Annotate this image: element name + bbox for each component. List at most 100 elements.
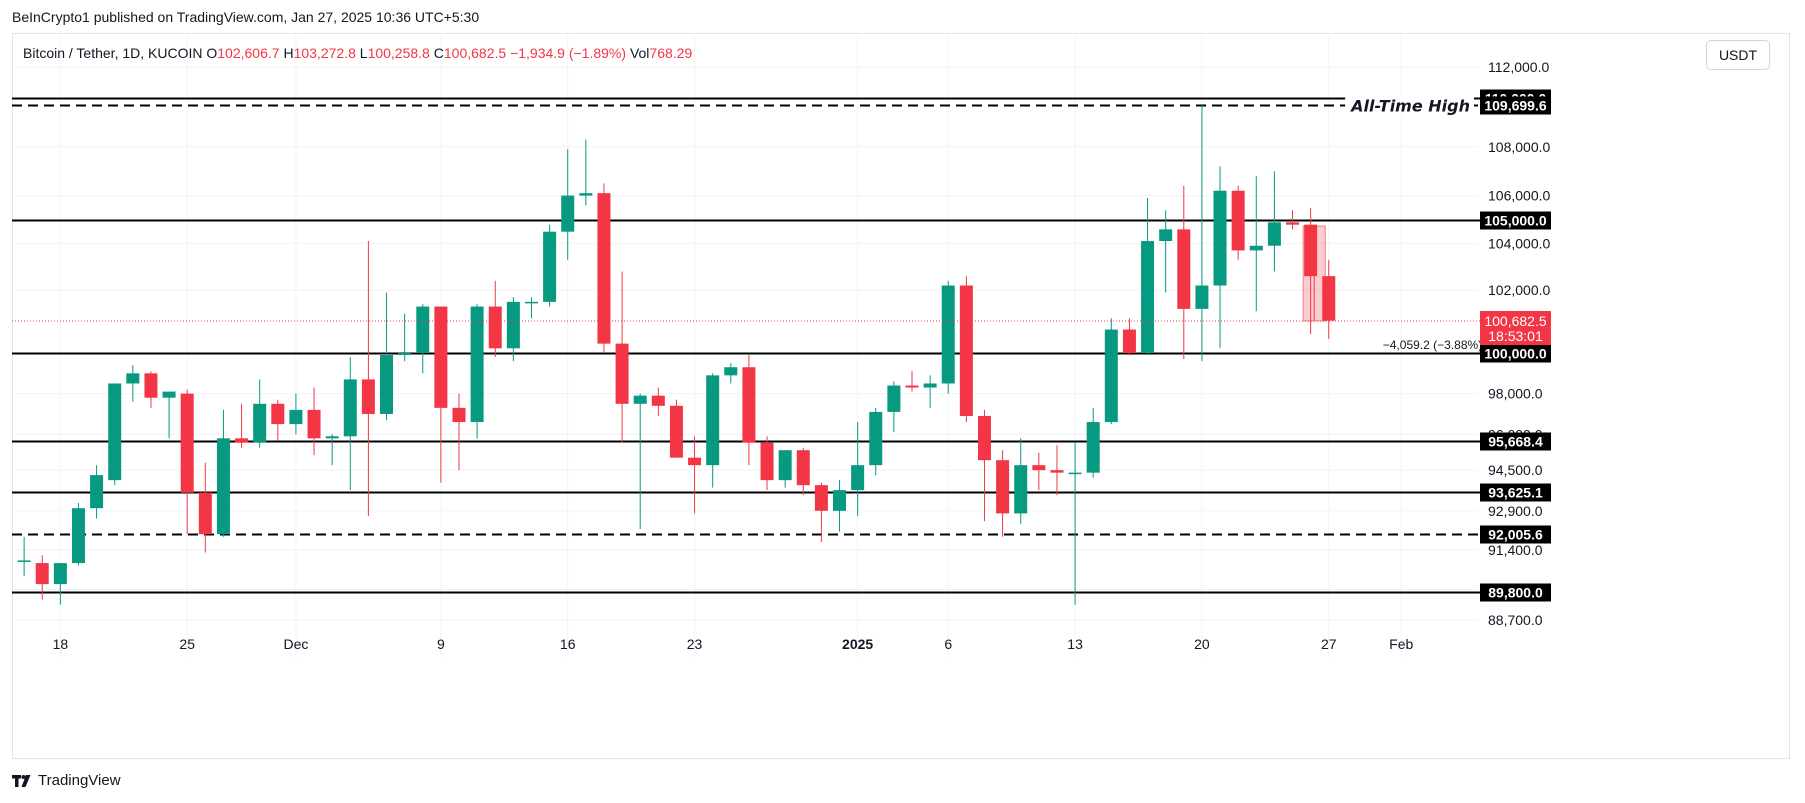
candle-body (235, 438, 249, 443)
candle (180, 389, 194, 535)
candle (1195, 105, 1209, 362)
candle-body (126, 373, 140, 384)
candle (1014, 438, 1028, 524)
candle (524, 297, 538, 319)
candle-body (814, 485, 828, 511)
candle-body (1086, 422, 1100, 473)
candle (35, 555, 49, 600)
candle (1141, 198, 1155, 356)
candle-body (724, 367, 738, 376)
candle-body (488, 306, 502, 349)
candle-body (941, 285, 955, 384)
candle-body (1068, 472, 1082, 475)
date-tick-label: 9 (437, 636, 445, 652)
date-tick-label: 16 (560, 636, 576, 652)
candle (1122, 318, 1136, 356)
candle-body (615, 343, 629, 404)
time-axis[interactable]: 18 25 Dec 9 16 23 2025 6 13 20 27 Feb (53, 636, 1414, 652)
level-badge-label: 109,699.6 (1484, 98, 1546, 114)
candle (253, 379, 267, 448)
candle-body (833, 490, 847, 511)
low-value: 100,258.8 (367, 45, 430, 61)
candle (235, 403, 249, 448)
candle-body (597, 193, 611, 344)
candle-body (162, 391, 176, 398)
candle-body (1249, 245, 1263, 251)
price-axis[interactable]: 112,000.0 108,000.0 106,000.0 104,000.0 102,… (1480, 59, 1551, 628)
candle (1177, 185, 1191, 360)
volume-value: 768.29 (649, 45, 693, 61)
candle (905, 371, 919, 392)
candle (1032, 452, 1046, 491)
candle (814, 482, 828, 543)
candle-body (1141, 241, 1155, 353)
candle-body (1231, 190, 1245, 251)
candle (1231, 185, 1245, 260)
high-value: 103,272.8 (293, 45, 356, 61)
candle-body (669, 405, 683, 458)
price-tick-label: 106,000.0 (1488, 188, 1550, 204)
candle (1249, 176, 1263, 312)
candle (579, 139, 593, 206)
footer-brand[interactable]: TradingView (12, 772, 121, 789)
level-badge-label: 95,668.4 (1488, 434, 1543, 450)
candle (434, 306, 448, 483)
candle-body (198, 492, 212, 535)
countdown-label: 18:53:01 (1488, 328, 1543, 344)
candle (1286, 210, 1300, 230)
candle-body (53, 563, 67, 585)
candle-body (343, 379, 357, 437)
candle-body (524, 301, 538, 304)
candle-body (851, 465, 865, 491)
footer-brand-text: TradingView (38, 772, 121, 789)
candle (669, 399, 683, 458)
candle-body (71, 508, 85, 564)
candle (271, 399, 285, 441)
candle-body (253, 403, 267, 443)
candle-body (996, 460, 1010, 514)
date-tick-label: 25 (179, 636, 195, 652)
level-badge-label: 92,005.6 (1488, 527, 1543, 543)
candle (760, 436, 774, 491)
candle (724, 363, 738, 384)
level-badge-label: 89,800.0 (1488, 585, 1543, 601)
candle (307, 387, 321, 456)
candle-body (796, 450, 810, 486)
candle (869, 407, 883, 476)
low-label: L (359, 45, 368, 61)
price-tick-label: 102,000.0 (1488, 282, 1550, 298)
candle (597, 183, 611, 353)
price-tick-label: 88,700.0 (1488, 612, 1543, 628)
candle (470, 304, 484, 439)
candle-body (1213, 190, 1227, 286)
level-lines: All-Time High (12, 95, 1480, 594)
date-tick-label: 20 (1194, 636, 1210, 652)
candle-body (398, 353, 412, 356)
candle (706, 373, 720, 488)
candle-body (416, 306, 430, 353)
candle (887, 381, 901, 433)
candle-body (959, 285, 973, 416)
level-badge (1480, 96, 1551, 115)
symbol-label[interactable]: Bitcoin / Tether, 1D, KUCOIN (23, 45, 203, 61)
candle (71, 503, 85, 566)
candle (1104, 318, 1118, 425)
candle-body (579, 193, 593, 196)
currency-button[interactable]: USDT (1706, 40, 1770, 70)
candle-body (470, 306, 484, 423)
candle-body (869, 411, 883, 466)
candle (144, 371, 158, 408)
candle (796, 447, 810, 496)
candle-body (1104, 329, 1118, 423)
candle-body (108, 383, 122, 481)
date-tick-label: 23 (687, 636, 703, 652)
close-label: C (433, 45, 444, 61)
candle-body (1267, 222, 1281, 246)
change-value: −1,934.9 (−1.89%) (510, 45, 627, 61)
price-tick-label: 91,400.0 (1488, 542, 1543, 558)
candle (851, 422, 865, 516)
candle (688, 436, 702, 514)
date-tick-label: 6 (944, 636, 952, 652)
candle-body (307, 409, 321, 439)
